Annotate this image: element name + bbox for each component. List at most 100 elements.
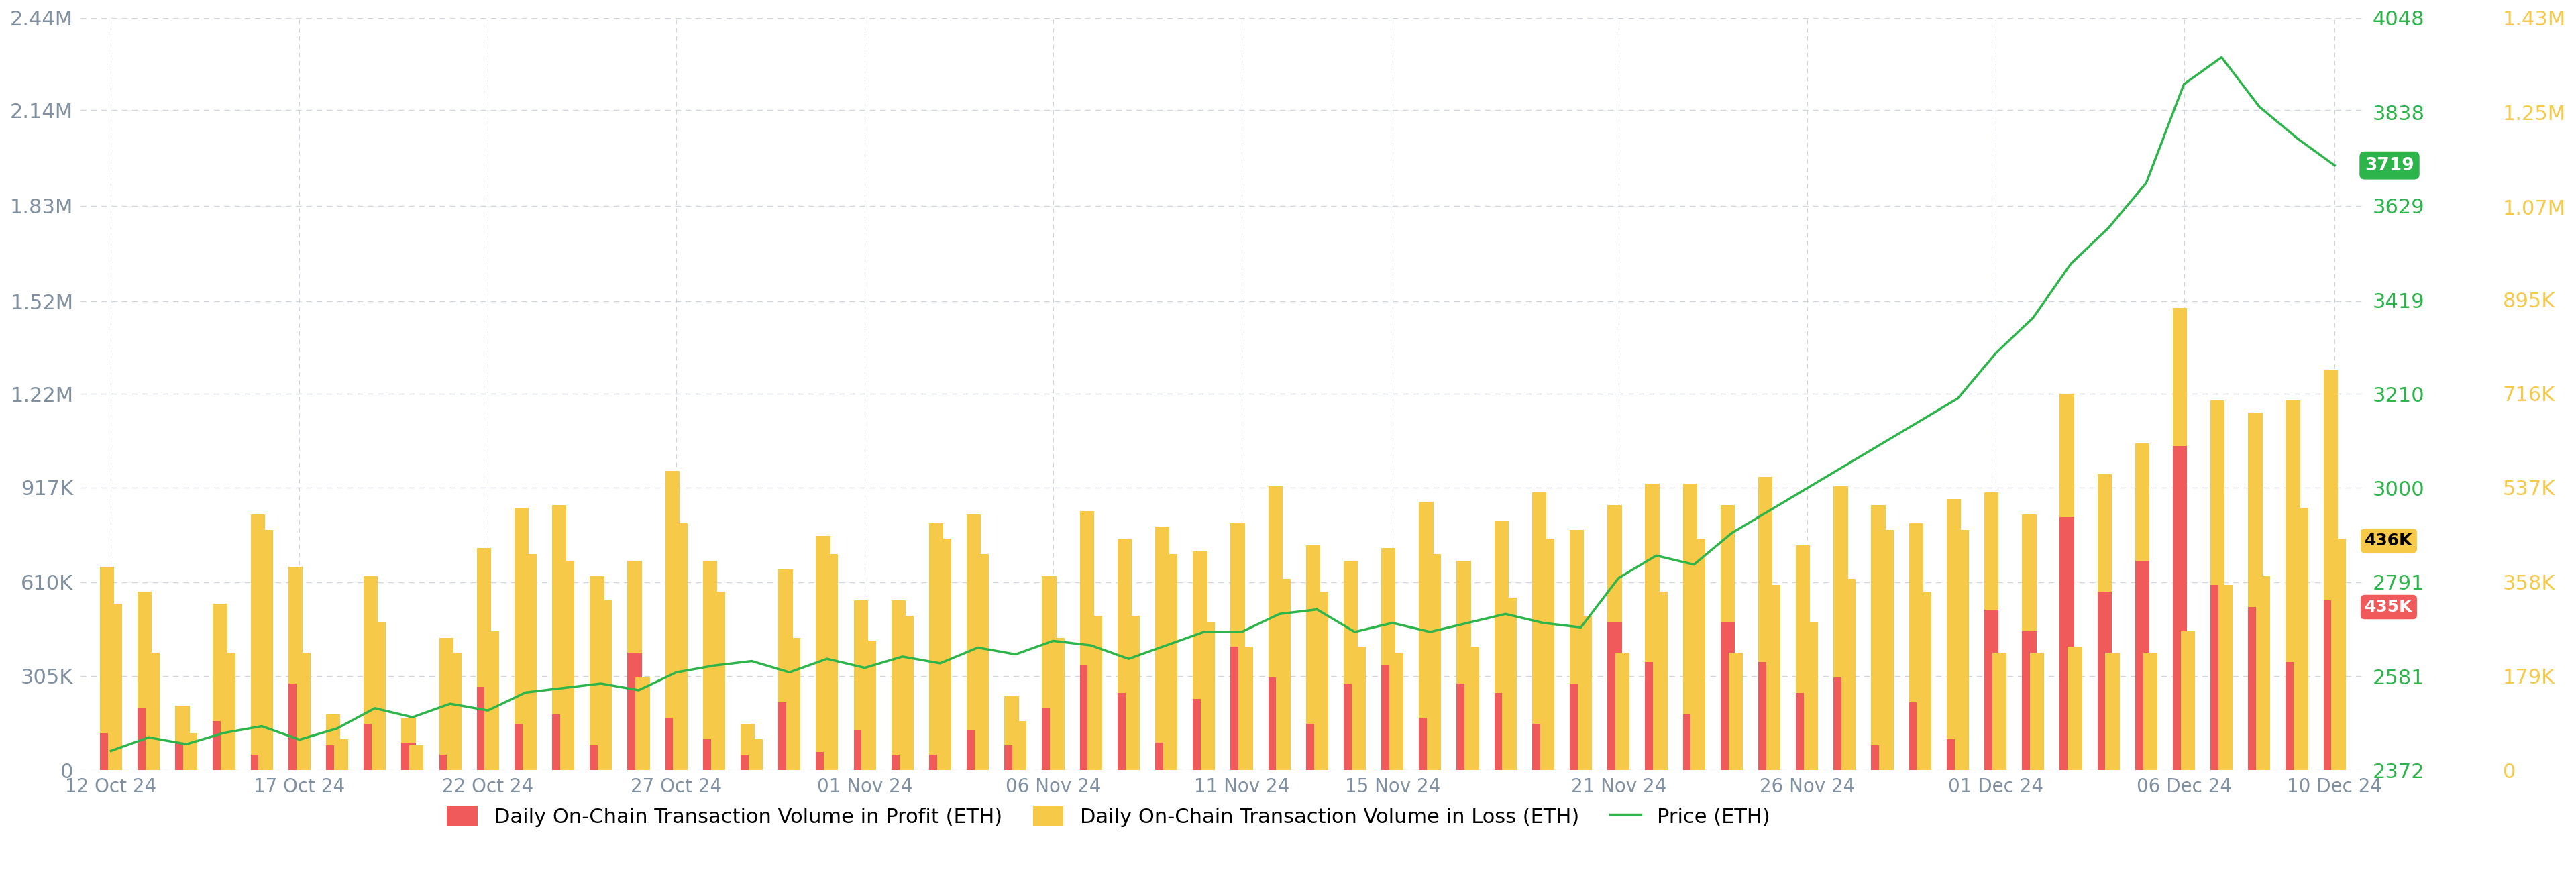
Bar: [817, 535, 829, 752]
Bar: [629, 653, 641, 770]
Bar: [2022, 631, 2038, 770]
Bar: [1615, 653, 1631, 770]
Bar: [1533, 493, 1546, 724]
Bar: [1834, 678, 1847, 770]
Bar: [1154, 527, 1170, 742]
Bar: [214, 603, 227, 721]
Bar: [1381, 665, 1396, 770]
Bar: [2136, 443, 2148, 561]
Bar: [1381, 548, 1396, 665]
Bar: [1455, 684, 1471, 770]
Bar: [938, 539, 951, 770]
Bar: [1455, 561, 1471, 684]
Bar: [2293, 508, 2308, 770]
Bar: [966, 514, 981, 730]
Bar: [2210, 400, 2226, 585]
Bar: [2105, 653, 2120, 770]
Bar: [1870, 746, 1886, 770]
Bar: [2218, 585, 2233, 770]
Bar: [1646, 483, 1659, 662]
Bar: [1947, 499, 1960, 739]
Bar: [1682, 715, 1698, 770]
Bar: [1540, 539, 1553, 770]
Bar: [289, 567, 301, 684]
Bar: [1306, 545, 1321, 724]
Bar: [515, 724, 528, 770]
Bar: [1721, 622, 1734, 770]
Bar: [2022, 514, 2038, 631]
Bar: [108, 603, 121, 770]
Bar: [786, 637, 801, 770]
Bar: [1909, 523, 1924, 702]
Bar: [1646, 662, 1659, 770]
Bar: [824, 555, 837, 770]
Bar: [891, 755, 907, 770]
Bar: [222, 653, 234, 770]
Bar: [1043, 576, 1056, 708]
Bar: [2324, 601, 2339, 770]
Bar: [175, 705, 191, 742]
Bar: [2285, 400, 2300, 662]
Bar: [2257, 576, 2269, 770]
Bar: [891, 601, 907, 755]
Bar: [1721, 505, 1734, 622]
Bar: [1502, 597, 1517, 770]
Bar: [402, 718, 415, 742]
Bar: [2061, 517, 2074, 770]
Bar: [860, 641, 876, 770]
Bar: [1079, 511, 1095, 665]
Bar: [930, 523, 943, 755]
Bar: [817, 752, 829, 770]
Bar: [1314, 591, 1329, 770]
Bar: [296, 653, 312, 770]
Bar: [966, 730, 981, 770]
Bar: [1267, 487, 1283, 678]
Bar: [1803, 622, 1819, 770]
Bar: [214, 721, 227, 770]
Bar: [629, 561, 641, 653]
Bar: [477, 687, 492, 770]
Bar: [1005, 696, 1018, 746]
Bar: [402, 742, 415, 770]
Bar: [703, 739, 716, 770]
Bar: [672, 523, 688, 770]
Bar: [1795, 545, 1811, 693]
Bar: [2172, 446, 2187, 770]
Bar: [1193, 699, 1208, 770]
Bar: [551, 715, 567, 770]
Bar: [1419, 502, 1432, 718]
Bar: [2061, 394, 2074, 517]
Bar: [2182, 631, 2195, 770]
Bar: [1239, 647, 1252, 770]
Bar: [1728, 653, 1744, 770]
Bar: [289, 684, 301, 770]
Bar: [1569, 684, 1584, 770]
Bar: [1275, 579, 1291, 770]
Bar: [1419, 718, 1432, 770]
Bar: [1607, 505, 1623, 622]
Bar: [1569, 529, 1584, 684]
Bar: [1118, 539, 1131, 693]
Bar: [327, 715, 340, 746]
Bar: [2324, 370, 2339, 601]
Bar: [703, 561, 716, 739]
Bar: [477, 548, 492, 687]
Bar: [1388, 653, 1404, 770]
Bar: [327, 746, 340, 770]
Bar: [739, 724, 755, 755]
Bar: [2136, 561, 2148, 770]
Bar: [100, 567, 113, 733]
Bar: [1947, 739, 1960, 770]
Bar: [1759, 477, 1772, 662]
Bar: [853, 730, 868, 770]
Bar: [1654, 591, 1667, 770]
Bar: [1193, 551, 1208, 699]
Bar: [250, 514, 265, 755]
Bar: [137, 591, 152, 708]
Bar: [665, 718, 680, 770]
Bar: [1682, 483, 1698, 715]
Bar: [2097, 474, 2112, 591]
Bar: [1306, 724, 1321, 770]
Bar: [1087, 616, 1103, 770]
Bar: [1345, 684, 1358, 770]
